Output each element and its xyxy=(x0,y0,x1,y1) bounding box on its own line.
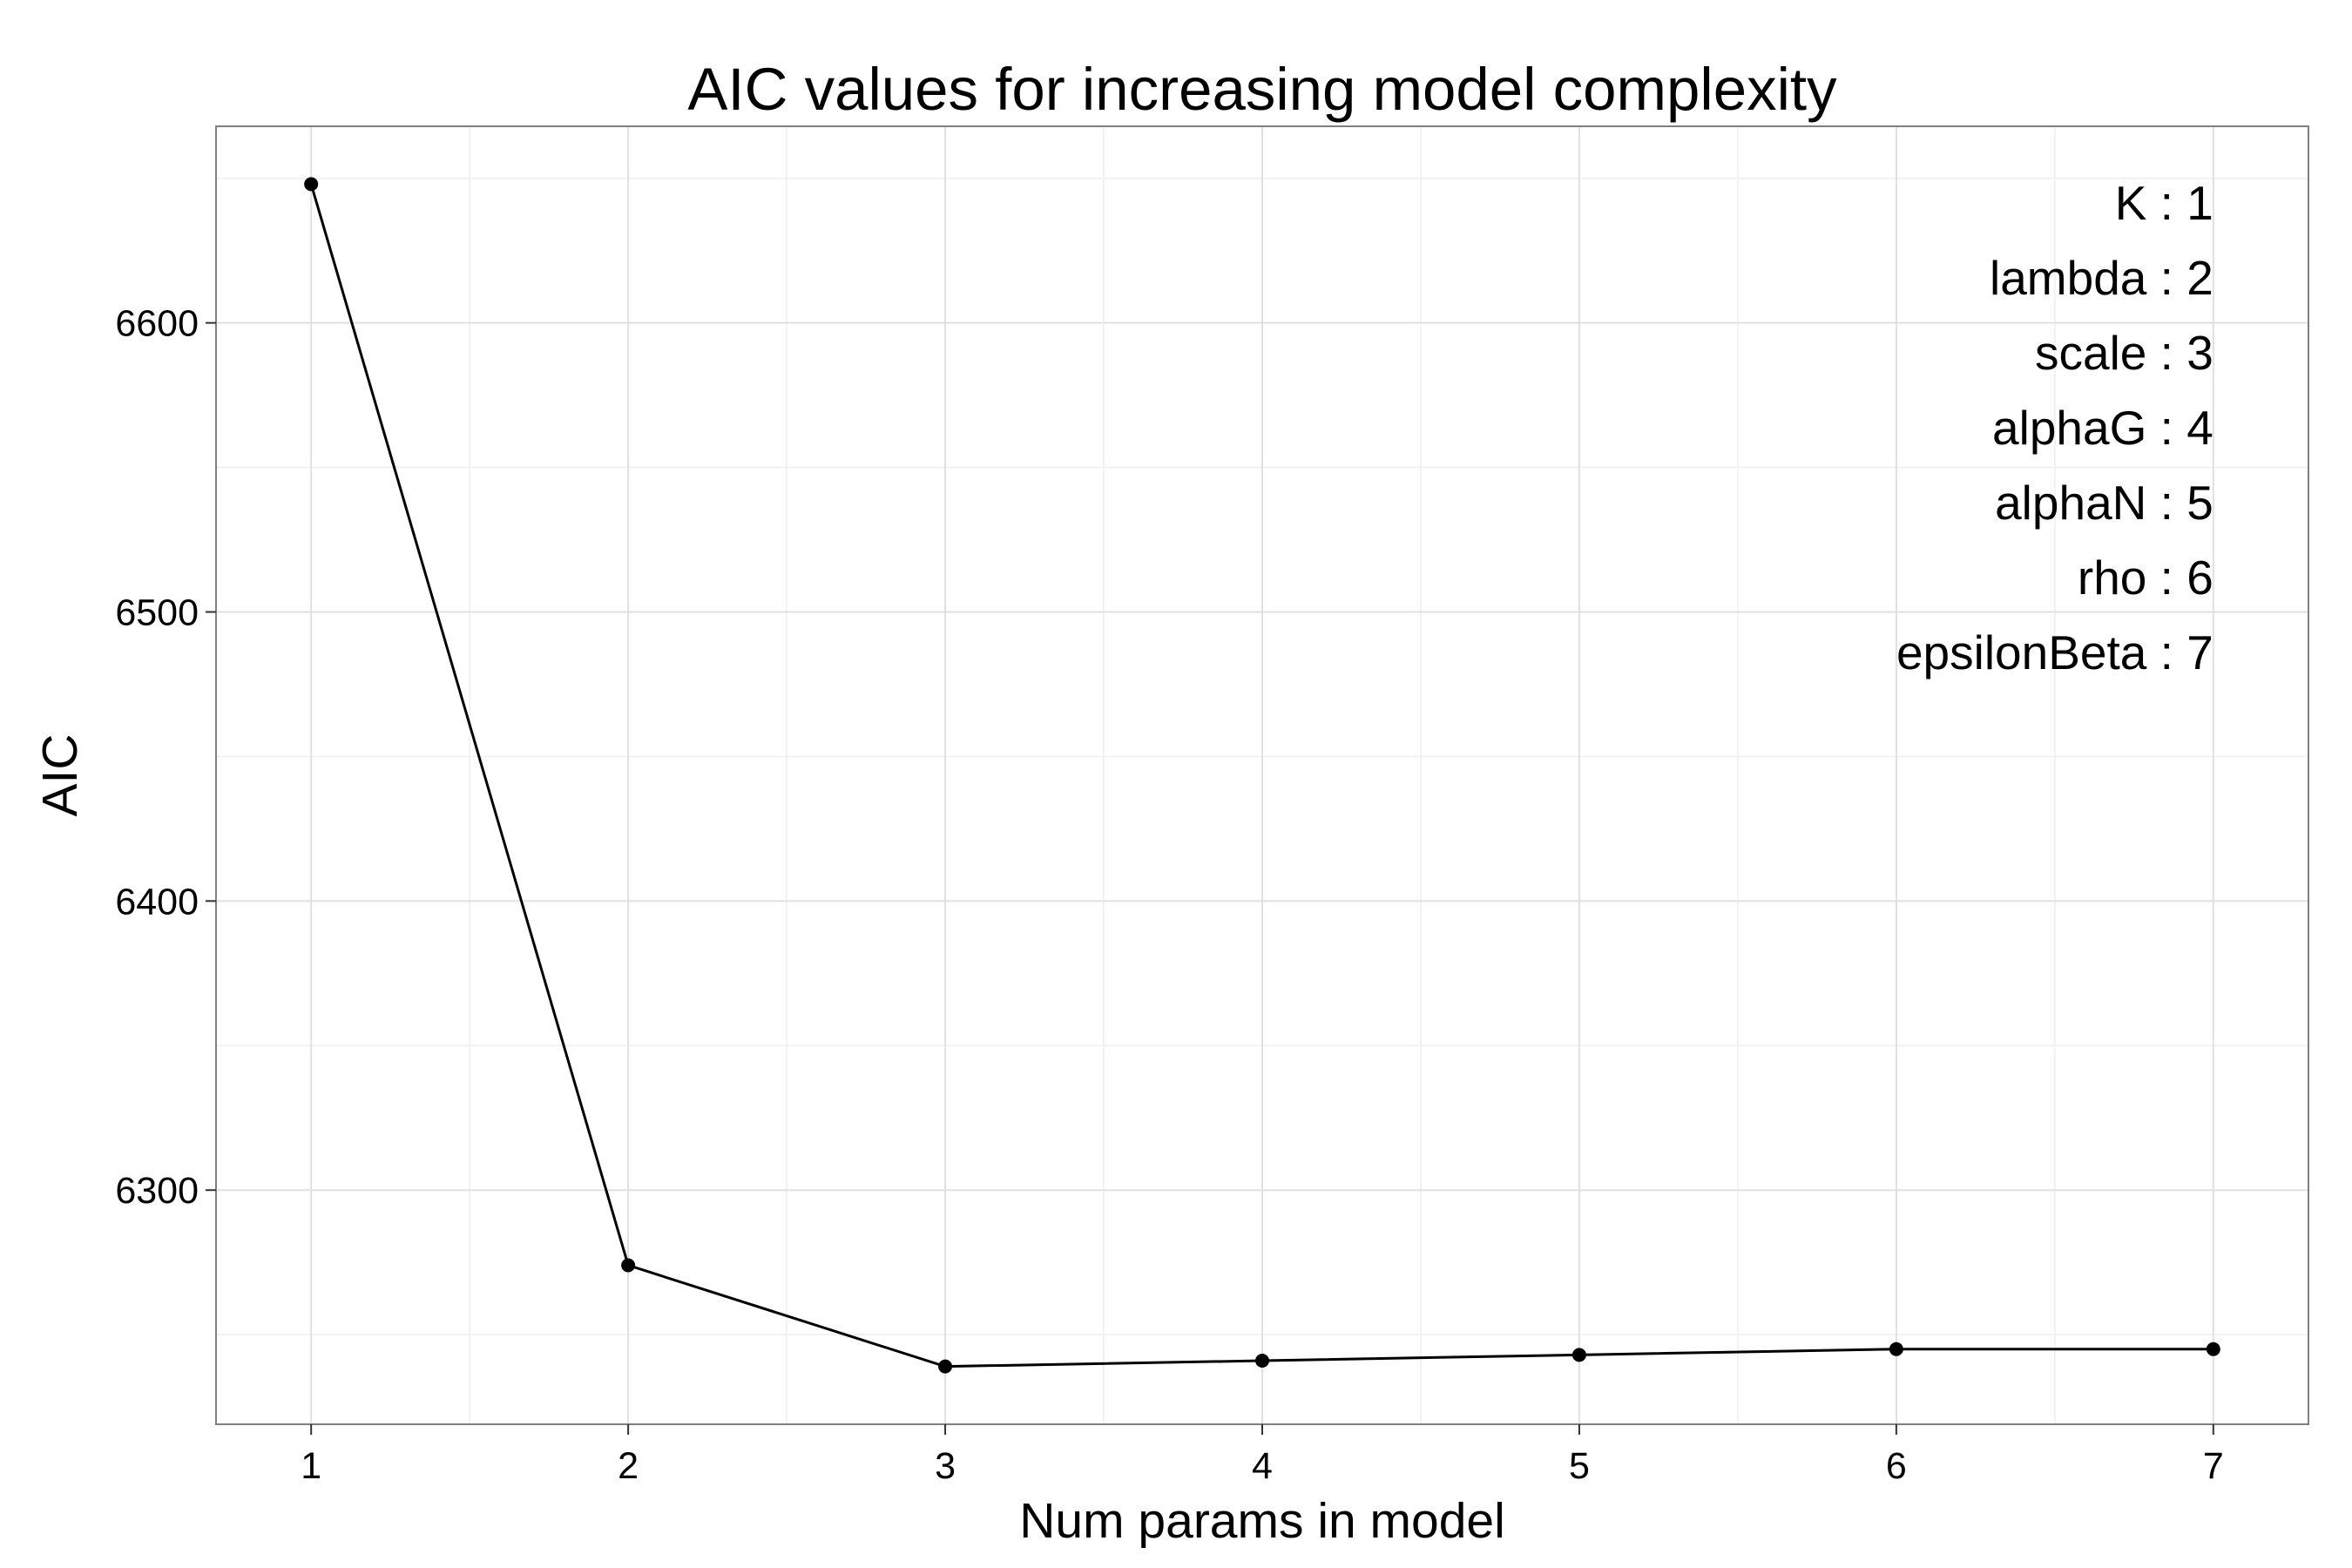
y-tick-label: 6500 xyxy=(115,592,199,634)
axis-tick-marks xyxy=(206,321,2214,1435)
major-gridlines xyxy=(216,126,2308,1424)
data-point xyxy=(938,1359,953,1374)
x-axis-tick-labels: 1 2 3 4 5 6 7 xyxy=(301,1445,2224,1487)
y-axis-label: AIC xyxy=(32,733,88,816)
annotation-label: scale : 3 xyxy=(2035,326,2213,380)
annotation-label: alphaG : 4 xyxy=(1992,401,2213,455)
chart-title: AIC values for increasing model complexi… xyxy=(687,56,1837,123)
x-tick-label: 7 xyxy=(2203,1445,2224,1487)
y-tick-label: 6300 xyxy=(115,1170,199,1212)
x-tick-label: 5 xyxy=(1569,1445,1590,1487)
data-point xyxy=(2206,1342,2220,1356)
series-aic xyxy=(304,177,2220,1374)
x-tick-label: 1 xyxy=(301,1445,321,1487)
y-axis-tick-labels: 6300 6400 6500 6600 xyxy=(115,303,199,1213)
x-tick-label: 3 xyxy=(935,1445,956,1487)
data-point xyxy=(1255,1353,1269,1368)
data-point xyxy=(1889,1342,1903,1356)
annotation-label: K : 1 xyxy=(2115,176,2213,230)
x-tick-label: 4 xyxy=(1252,1445,1273,1487)
y-tick-label: 6600 xyxy=(115,303,199,345)
data-point xyxy=(1571,1348,1586,1362)
x-tick-label: 2 xyxy=(618,1445,639,1487)
y-tick-label: 6400 xyxy=(115,881,199,923)
data-point xyxy=(621,1258,636,1273)
annotation-label: lambda : 2 xyxy=(1990,251,2213,305)
x-axis-label: Num params in model xyxy=(1019,1493,1505,1549)
data-point xyxy=(304,177,319,192)
annotation-label: epsilonBeta : 7 xyxy=(1896,625,2213,679)
parameter-annotations: K : 1 lambda : 2 scale : 3 alphaG : 4 alphaN… xyxy=(1896,176,2213,679)
annotation-label: alphaN : 5 xyxy=(1995,476,2213,530)
annotation-label: rho : 6 xyxy=(2078,551,2213,605)
x-tick-label: 6 xyxy=(1886,1445,1907,1487)
